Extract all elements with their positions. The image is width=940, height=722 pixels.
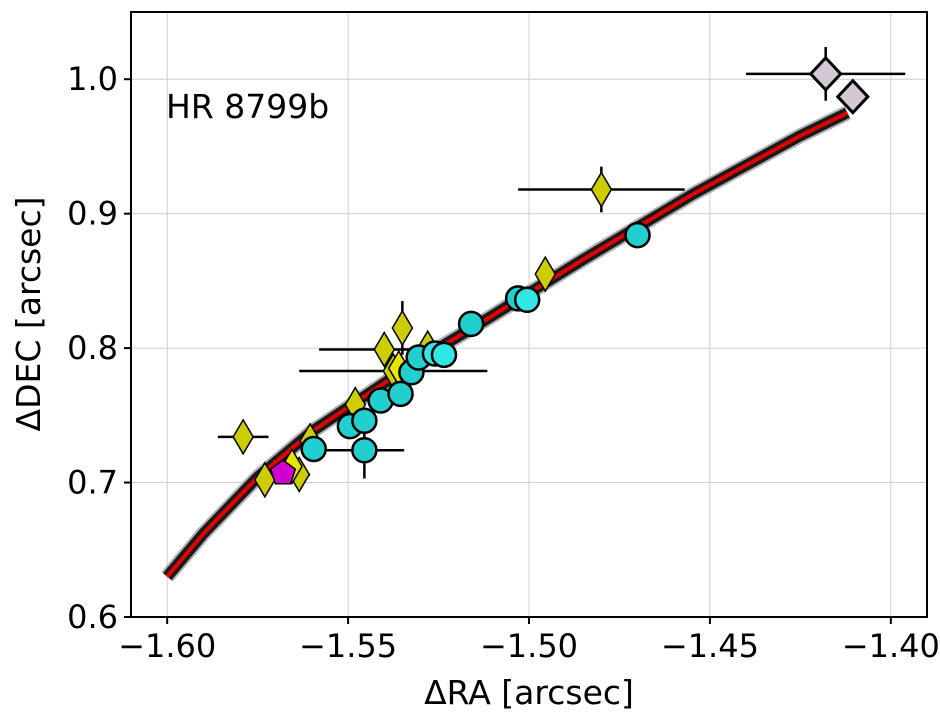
y-tick-label: 0.7 [67,464,118,502]
circle-marker [624,221,651,249]
chart-annotation: HR 8799b [166,87,329,126]
x-tick-label: −1.45 [661,627,759,665]
y-tick-label: 0.6 [67,598,118,636]
diamond-marker [373,330,396,368]
circle-marker [300,435,327,463]
circle-marker [513,286,541,313]
x-axis-title: ΔRA [arcsec] [424,673,634,712]
y-tick-label: 0.9 [67,195,118,233]
circle-marker [387,380,414,408]
diamond-marker-large [808,55,843,93]
diamond-marker [232,418,255,456]
circle-marker [430,341,458,369]
circle-marker [457,310,485,338]
diamond-marker [590,170,613,208]
y-tick-label: 1.0 [67,60,118,98]
axis-ticks: −1.60 −1.55 −1.50 −1.45 −1.40 0.6 0.7 0.8 0.9 1.0 [67,60,940,665]
x-tick-label: −1.55 [299,627,397,665]
y-axis-title: ΔDEC [arcsec] [9,197,48,432]
pentagon-marker [269,459,297,485]
diamond-marker-large [835,78,870,115]
diamond-marker [391,309,414,347]
diamond-marker [534,255,557,293]
x-tick-label: −1.50 [480,627,578,665]
x-tick-label: −1.60 [118,627,216,665]
circle-marker [351,407,378,434]
circle-marker [351,437,378,464]
x-tick-label: −1.40 [842,627,940,665]
y-tick-label: 0.8 [67,329,118,367]
astrometry-points [232,55,870,499]
